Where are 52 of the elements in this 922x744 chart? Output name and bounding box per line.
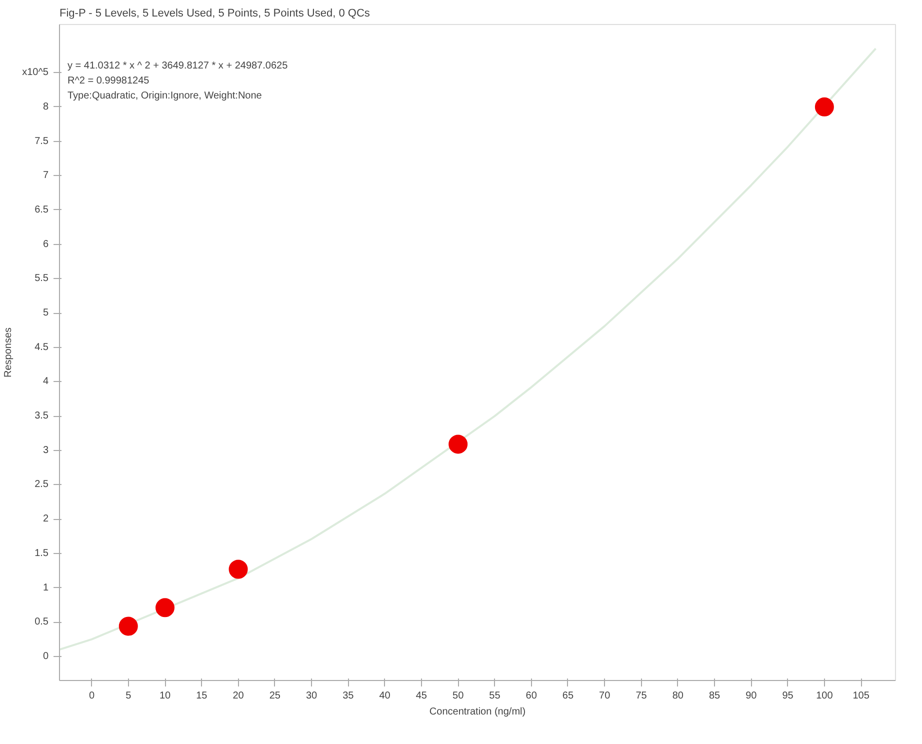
x-tick-label: 45: [416, 690, 428, 702]
y-tick-label: 3.5: [34, 410, 49, 422]
x-tick-label: 55: [489, 690, 501, 702]
chart-title: Fig-P - 5 Levels, 5 Levels Used, 5 Points, 5 Points Used, 0 QCs: [60, 8, 370, 20]
y-tick-label: 2.5: [34, 479, 49, 490]
x-axis-title: Concentration (ng/ml): [429, 706, 526, 718]
x-tick-label: 75: [636, 690, 648, 702]
y-tick-label: 6.5: [34, 204, 49, 216]
point: [118, 616, 138, 636]
y-tick-label: 4: [42, 376, 49, 388]
x-tick-label: 0: [88, 690, 95, 702]
x-tick-label: 90: [746, 690, 758, 702]
x-tick-label: 40: [379, 690, 391, 702]
y-tick-label: 3: [42, 444, 49, 456]
y-tick-label: 5: [42, 308, 49, 319]
x-tick-label: 35: [342, 690, 354, 702]
y-tick-label: 4.5: [34, 342, 49, 353]
point: [156, 598, 175, 618]
y-tick-label: 1.5: [34, 548, 49, 559]
x-tick-label: 100: [816, 690, 834, 702]
y-axis-title: Responses: [3, 327, 14, 378]
annotation: R^2 = 0.99981245: [68, 76, 150, 86]
x-tick-label: 70: [599, 690, 611, 702]
line-series: [60, 48, 877, 651]
y-tick-label: 6: [42, 238, 49, 250]
y-tick-label: 0: [42, 650, 49, 662]
x-tick-label: 95: [782, 690, 794, 702]
x-tick-label: 10: [159, 690, 172, 702]
y-tick-label: 7.5: [34, 136, 49, 147]
point: [814, 97, 834, 116]
x-tick-label: 85: [708, 690, 721, 702]
x-tick-label: 20: [232, 690, 244, 702]
x-tick-label: 105: [852, 690, 870, 702]
x-tick-label: 15: [196, 690, 208, 702]
point: [228, 560, 248, 579]
x-tick-label: 25: [269, 690, 281, 702]
annotation: Type:Quadratic, Origin:Ignore, Weight:None: [68, 90, 262, 102]
point: [448, 434, 468, 454]
y-tick-label: 0.5: [34, 616, 49, 628]
x-tick-label: 60: [526, 690, 538, 702]
y-tick-label: x10^5: [22, 67, 49, 78]
x-tick-label: 30: [306, 690, 318, 702]
y-tick-label: 7: [42, 170, 49, 182]
x-tick-label: 50: [452, 690, 464, 702]
x-tick-label: 80: [672, 690, 684, 702]
y-tick-label: 2: [42, 514, 49, 525]
annotation: y = 41.0312 * x ^ 2 + 3649.8127 * x + 24987.0625: [68, 60, 288, 72]
y-tick-label: 8: [42, 101, 49, 112]
y-tick-label: 5.5: [34, 273, 49, 284]
x-tick-label: 5: [126, 690, 132, 702]
y-tick-label: 1: [42, 582, 49, 594]
x-tick-label: 65: [562, 690, 574, 702]
